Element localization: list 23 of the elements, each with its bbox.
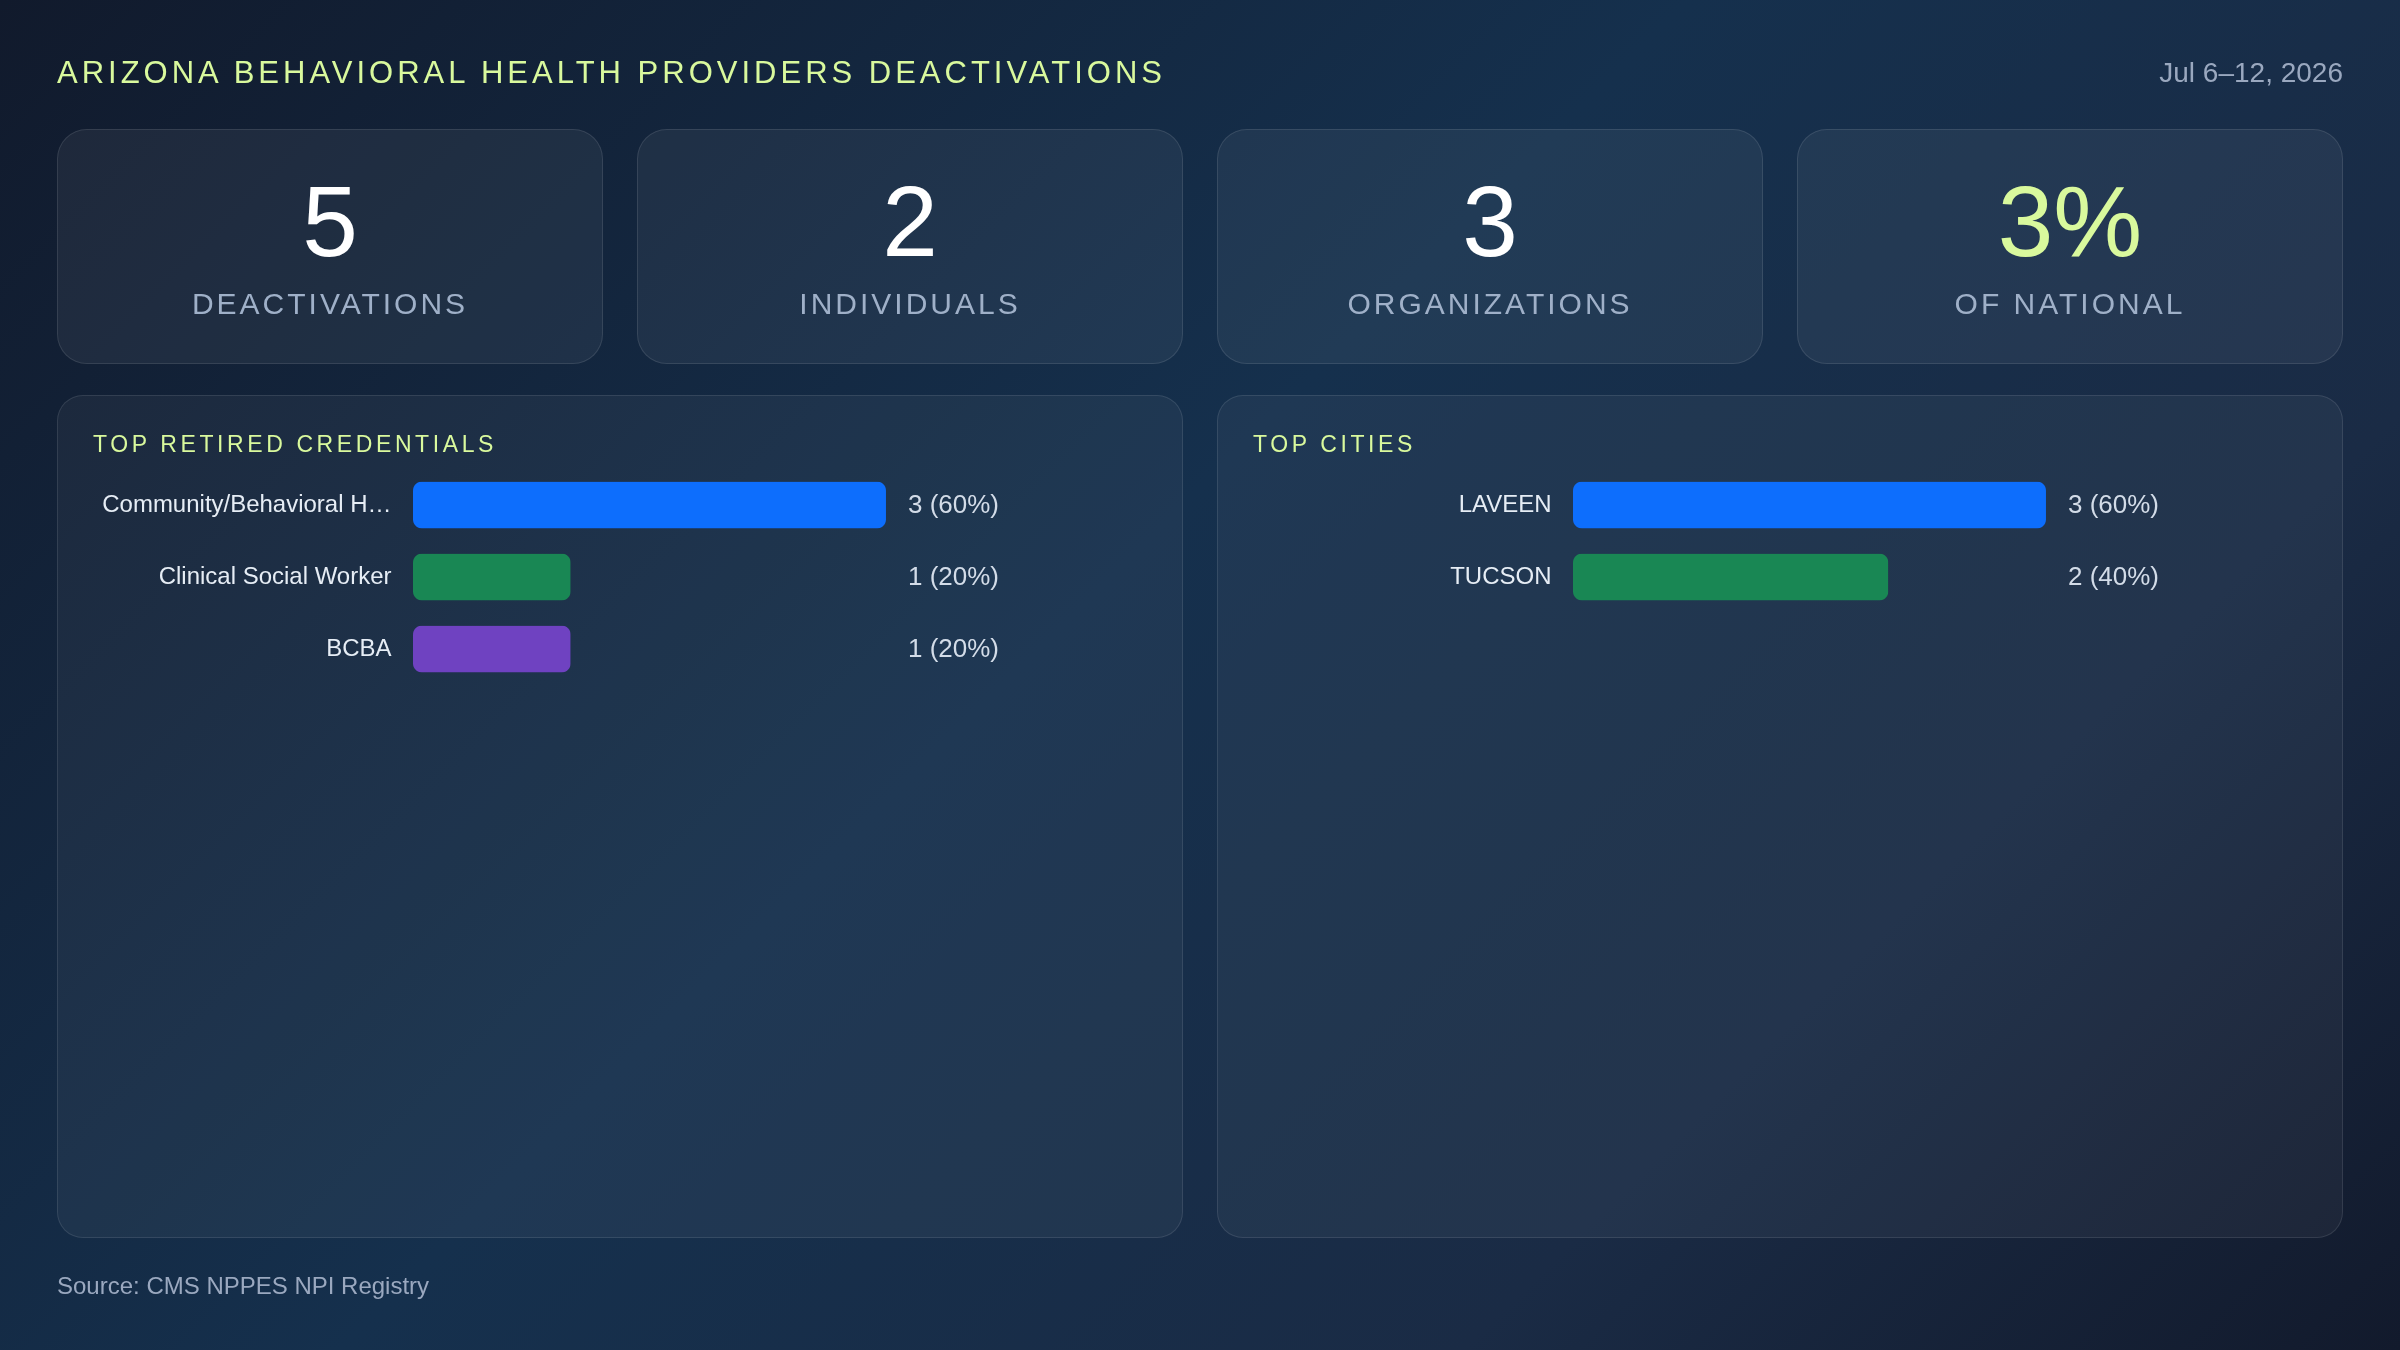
y-tick-label: TUCSON <box>1450 561 1552 589</box>
category-label: INDIVIDUALS <box>798 286 1022 322</box>
category-label: OF NATIONAL <box>1953 286 2187 322</box>
data-label: 1 (20%) <box>908 560 999 591</box>
text: ARIZONA BEHAVIORAL HEALTH PROVIDERS DEACTIVATIONS <box>57 54 1166 92</box>
category-label: DEACTIVATIONS <box>190 286 470 322</box>
text: 3 <box>1462 165 1518 277</box>
data-label: 3 (60%) <box>2067 488 2159 519</box>
text: 2 <box>882 165 938 277</box>
y-tick-label: LAVEEN <box>1458 489 1552 517</box>
text: Jul 6–12, 2026 <box>2159 56 2343 90</box>
y-tick-label: BCBA <box>326 633 392 661</box>
data-label: 2 (40%) <box>2067 560 2159 591</box>
text: 3% <box>1997 165 2143 277</box>
text: 5 <box>302 165 358 277</box>
text: TOP CITIES <box>1253 430 1416 459</box>
category-label: ORGANIZATIONS <box>1346 286 1634 322</box>
data-label: 3 (60%) <box>908 488 999 519</box>
y-tick-label: Community/Behavioral H… <box>102 489 392 517</box>
data-label: 1 (20%) <box>908 632 999 663</box>
source-note: Source: CMS NPPES NPI Registry <box>57 1271 430 1301</box>
chart-title: TOP RETIRED CREDENTIALS <box>93 430 498 459</box>
y-tick-label: Clinical Social Worker <box>158 561 392 589</box>
